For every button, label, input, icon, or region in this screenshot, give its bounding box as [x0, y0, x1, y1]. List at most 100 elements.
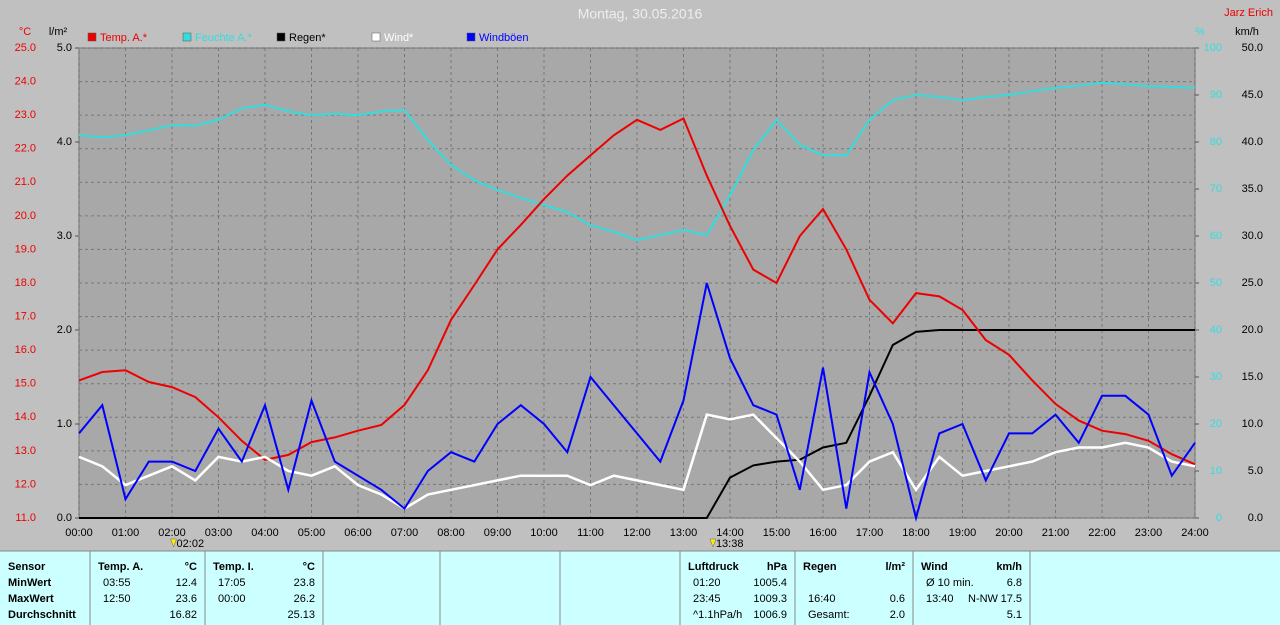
y-tick-label: 12.0	[15, 478, 36, 490]
y2-tick-label: 4.0	[57, 136, 72, 148]
legend-swatch	[276, 32, 286, 42]
table-unit: l/m²	[885, 561, 905, 573]
x-tick-label: 21:00	[1042, 527, 1070, 539]
table-cell: Ø 10 min.	[926, 577, 974, 589]
table-header: Temp. I.	[213, 561, 254, 573]
x-tick-label: 19:00	[949, 527, 977, 539]
y4-tick-label: 45.0	[1242, 89, 1263, 101]
y-tick-label: 20.0	[15, 210, 36, 222]
x-tick-label: 17:00	[856, 527, 884, 539]
x-tick-label: 16:00	[809, 527, 837, 539]
annotation-label: 13:38	[716, 538, 744, 550]
legend-swatch	[466, 32, 476, 42]
table-cell: 17:05	[218, 577, 246, 589]
y4-unit: km/h	[1235, 26, 1259, 38]
table-cell: Durchschnitt	[8, 609, 76, 621]
x-tick-label: 14:00	[716, 527, 744, 539]
legend-label: Windböen	[479, 32, 529, 44]
chart-title: Montag, 30.05.2016	[578, 6, 703, 22]
series-line	[78, 413, 1196, 511]
y-tick-label: 24.0	[15, 75, 36, 87]
y-tick-label: 14.0	[15, 411, 36, 423]
x-tick-label: 09:00	[484, 527, 512, 539]
y3-unit: %	[1195, 26, 1205, 38]
table-header: Luftdruck	[688, 561, 740, 573]
table-cell: MaxWert	[8, 593, 54, 605]
y3-tick-label: 10	[1210, 465, 1222, 477]
y-tick-label: 15.0	[15, 378, 36, 390]
y4-tick-label: 50.0	[1242, 42, 1263, 54]
table-cell: 13:40	[926, 593, 954, 605]
table-cell: 01:20	[693, 577, 721, 589]
x-tick-label: 12:00	[623, 527, 651, 539]
table-bg	[0, 551, 1280, 625]
y-tick-label: 21.0	[15, 176, 36, 188]
table-cell: 2.0	[890, 609, 905, 621]
x-tick-label: 00:00	[65, 527, 93, 539]
y4-tick-label: 40.0	[1242, 136, 1263, 148]
author: Jarz Erich	[1224, 7, 1273, 19]
table-cell: 03:55	[103, 577, 131, 589]
legend-label: Wind*	[384, 32, 414, 44]
y-tick-label: 25.0	[15, 42, 36, 54]
y4-tick-label: 10.0	[1242, 418, 1263, 430]
x-tick-label: 02:00	[158, 527, 186, 539]
y4-tick-label: 0.0	[1248, 512, 1263, 524]
table-header: Sensor	[8, 561, 46, 573]
table-cell: 26.2	[294, 593, 315, 605]
legend-swatch	[371, 32, 381, 42]
y2-tick-label: 0.0	[57, 512, 72, 524]
x-tick-label: 22:00	[1088, 527, 1116, 539]
table-unit: km/h	[996, 561, 1022, 573]
x-tick-label: 06:00	[344, 527, 372, 539]
legend-label: Temp. A.*	[100, 32, 148, 44]
y2-tick-label: 1.0	[57, 418, 72, 430]
y3-tick-label: 0	[1216, 512, 1222, 524]
table-header: Regen	[803, 561, 837, 573]
sun-marker	[170, 538, 177, 548]
y3-tick-label: 50	[1210, 277, 1222, 289]
table-unit: hPa	[767, 561, 788, 573]
x-tick-label: 13:00	[670, 527, 698, 539]
y-tick-label: 17.0	[15, 310, 36, 322]
y3-tick-label: 90	[1210, 89, 1222, 101]
table-unit: °C	[303, 561, 315, 573]
x-tick-label: 20:00	[995, 527, 1023, 539]
table-cell: 25.13	[287, 609, 315, 621]
table-cell: 5.1	[1007, 609, 1022, 621]
annotation-label: 02:02	[177, 538, 205, 550]
x-tick-label: 15:00	[763, 527, 791, 539]
y2-tick-label: 2.0	[57, 324, 72, 336]
y-tick-label: 11.0	[15, 512, 36, 524]
table-cell: 16:40	[808, 593, 836, 605]
y3-tick-label: 100	[1204, 42, 1222, 54]
table-cell: 12:50	[103, 593, 131, 605]
y-tick-label: 16.0	[15, 344, 36, 356]
series-line	[78, 81, 1196, 242]
legend-label: Regen*	[289, 32, 326, 44]
y-tick-label: 22.0	[15, 143, 36, 155]
x-tick-label: 23:00	[1135, 527, 1163, 539]
legend-swatch	[182, 32, 192, 42]
y4-tick-label: 20.0	[1242, 324, 1263, 336]
table-cell: 23.6	[176, 593, 197, 605]
table-cell: 16.82	[169, 609, 197, 621]
series-line	[78, 117, 1196, 466]
y3-tick-label: 60	[1210, 230, 1222, 242]
table-cell: 1009.3	[753, 593, 787, 605]
x-tick-label: 24:00	[1181, 527, 1209, 539]
table-cell: 12.4	[176, 577, 197, 589]
table-cell: 23:45	[693, 593, 721, 605]
x-tick-label: 11:00	[577, 527, 604, 539]
x-tick-label: 07:00	[391, 527, 419, 539]
table-header: Temp. A.	[98, 561, 143, 573]
table-cell: 0.6	[890, 593, 905, 605]
y4-tick-label: 35.0	[1242, 183, 1263, 195]
y3-tick-label: 80	[1210, 136, 1222, 148]
table-cell: 00:00	[218, 593, 246, 605]
table-cell: 17.5	[1001, 593, 1022, 605]
x-tick-label: 01:00	[112, 527, 140, 539]
y-tick-label: 13.0	[15, 445, 36, 457]
